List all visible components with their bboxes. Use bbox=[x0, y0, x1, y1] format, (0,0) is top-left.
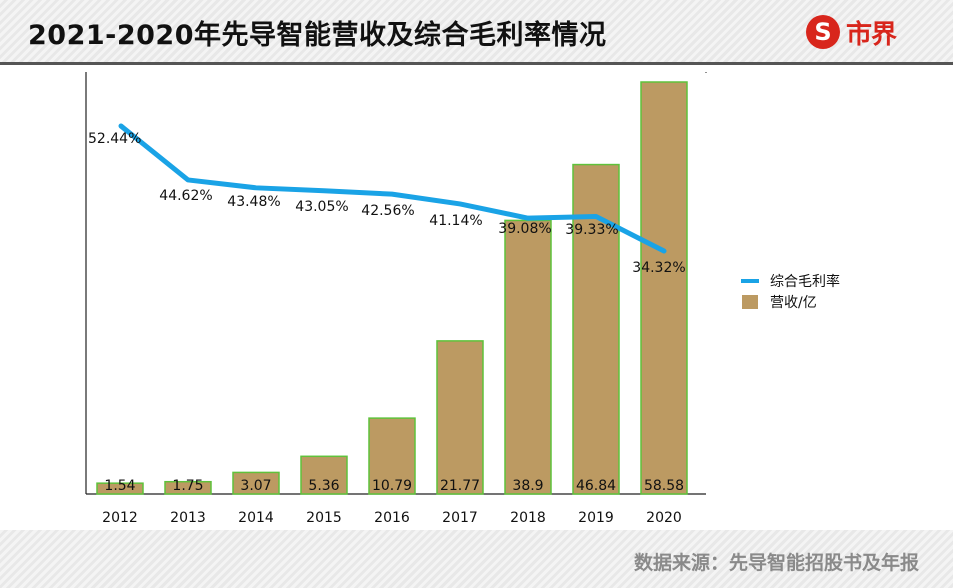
margin-value-label: 34.32% bbox=[632, 260, 685, 276]
legend-label-revenue: 营收/亿 bbox=[770, 295, 817, 311]
x-tick-label: 2019 bbox=[578, 510, 614, 526]
margin-value-label: 39.08% bbox=[498, 221, 551, 237]
brand-logo: S 市界 bbox=[806, 14, 897, 50]
margin-value-label: 43.48% bbox=[227, 194, 280, 210]
revenue-value-label: 58.58 bbox=[644, 478, 684, 494]
x-tick-label: 2020 bbox=[646, 510, 682, 526]
revenue-value-label: 21.77 bbox=[440, 478, 480, 494]
revenue-value-label: 38.9 bbox=[512, 478, 543, 494]
margin-line bbox=[118, 123, 667, 254]
revenue-value-label: 5.36 bbox=[308, 478, 339, 494]
revenue-bar bbox=[640, 81, 688, 495]
revenue-value-label: 1.54 bbox=[104, 478, 135, 494]
x-tick-label: 2016 bbox=[374, 510, 410, 526]
page-title: 2021-2020年先导智能营收及综合毛利率情况 bbox=[28, 20, 607, 51]
revenue-bar bbox=[300, 455, 348, 495]
x-tick-label: 2015 bbox=[306, 510, 342, 526]
data-source-note: 数据来源：先导智能招股书及年报 bbox=[633, 552, 919, 574]
brand-logo-icon: S bbox=[806, 15, 840, 49]
revenue-bar bbox=[436, 340, 484, 495]
revenue-value-label: 10.79 bbox=[372, 478, 412, 494]
margin-value-label: 42.56% bbox=[361, 203, 414, 219]
revenue-bar bbox=[164, 480, 212, 495]
margin-value-label: 39.33% bbox=[565, 222, 618, 238]
x-tick-label: 2018 bbox=[510, 510, 546, 526]
x-tick-label: 2014 bbox=[238, 510, 274, 526]
revenue-value-label: 3.07 bbox=[240, 478, 271, 494]
footer-banner: 数据来源：先导智能招股书及年报 bbox=[0, 530, 953, 588]
revenue-bar bbox=[368, 417, 416, 495]
revenue-bar bbox=[504, 219, 552, 495]
revenue-bar bbox=[572, 163, 620, 495]
margin-value-label: 52.44% bbox=[88, 131, 141, 147]
revenue-bar bbox=[96, 482, 144, 495]
x-tick-label: 2013 bbox=[170, 510, 206, 526]
margin-value-label: 41.14% bbox=[429, 213, 482, 229]
margin-value-label: 44.62% bbox=[159, 188, 212, 204]
x-tick-label: 2012 bbox=[102, 510, 138, 526]
brand-logo-text: 市界 bbox=[846, 19, 897, 50]
header-divider bbox=[0, 62, 953, 65]
margin-value-label: 43.05% bbox=[295, 199, 348, 215]
legend-label-margin: 综合毛利率 bbox=[770, 273, 840, 290]
revenue-value-label: 1.75 bbox=[172, 478, 203, 494]
header-banner: 2021-2020年先导智能营收及综合毛利率情况 S 市界 bbox=[0, 0, 953, 62]
revenue-value-label: 46.84 bbox=[576, 478, 616, 494]
revenue-bar bbox=[232, 471, 280, 495]
x-tick-label: 2017 bbox=[442, 510, 478, 526]
legend-bar-swatch bbox=[742, 295, 758, 309]
